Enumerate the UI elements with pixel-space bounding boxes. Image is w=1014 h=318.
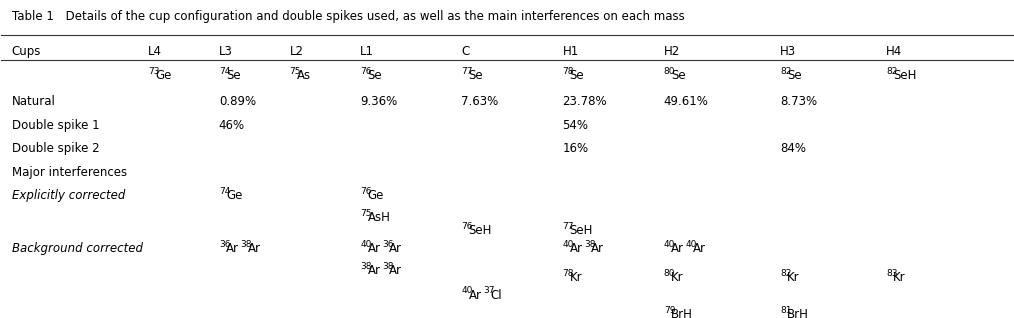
Text: 83: 83 (886, 269, 897, 278)
Text: As: As (297, 69, 310, 82)
Text: H4: H4 (886, 45, 902, 58)
Text: Ar: Ar (671, 242, 683, 255)
Text: AsH: AsH (367, 211, 390, 224)
Text: SeH: SeH (893, 69, 917, 82)
Text: Ar: Ar (591, 242, 604, 255)
Text: Ar: Ar (389, 242, 403, 255)
Text: Background corrected: Background corrected (11, 242, 143, 255)
Text: Natural: Natural (11, 95, 56, 108)
Text: Ge: Ge (367, 189, 384, 202)
Text: Se: Se (570, 69, 584, 82)
Text: Ar: Ar (693, 242, 706, 255)
Text: Ar: Ar (367, 264, 380, 277)
Text: 75: 75 (290, 66, 301, 76)
Text: Table 1 Details of the cup configuration and double spikes used, as well as the : Table 1 Details of the cup configuration… (11, 10, 684, 23)
Text: L2: L2 (290, 45, 303, 58)
Text: 82: 82 (886, 66, 897, 76)
Text: 49.61%: 49.61% (664, 95, 709, 108)
Text: 40: 40 (685, 239, 697, 249)
Text: 76: 76 (461, 222, 473, 231)
Text: Ar: Ar (367, 242, 380, 255)
Text: 82: 82 (780, 66, 791, 76)
Text: 76: 76 (360, 66, 372, 76)
Text: Se: Se (671, 69, 685, 82)
Text: 46%: 46% (219, 119, 245, 132)
Text: 74: 74 (219, 187, 230, 196)
Text: 81: 81 (780, 306, 792, 315)
Text: 75: 75 (360, 209, 372, 218)
Text: 37: 37 (483, 287, 495, 295)
Text: H3: H3 (780, 45, 796, 58)
Text: 7.63%: 7.63% (461, 95, 499, 108)
Text: 76: 76 (360, 187, 372, 196)
Text: Kr: Kr (787, 271, 800, 284)
Text: Ge: Ge (155, 69, 171, 82)
Text: 77: 77 (461, 66, 473, 76)
Text: 38: 38 (584, 239, 596, 249)
Text: 38: 38 (382, 261, 393, 271)
Text: 38: 38 (240, 239, 251, 249)
Text: 54%: 54% (563, 119, 588, 132)
Text: L3: L3 (219, 45, 232, 58)
Text: 40: 40 (664, 239, 675, 249)
Text: BrH: BrH (671, 308, 693, 318)
Text: 82: 82 (780, 269, 791, 278)
Text: H1: H1 (563, 45, 579, 58)
Text: Ar: Ar (570, 242, 583, 255)
Text: Double spike 2: Double spike 2 (11, 142, 99, 155)
Text: L4: L4 (148, 45, 162, 58)
Text: 40: 40 (360, 239, 372, 249)
Text: BrH: BrH (787, 308, 809, 318)
Text: C: C (461, 45, 469, 58)
Text: Ar: Ar (247, 242, 261, 255)
Text: L1: L1 (360, 45, 374, 58)
Text: 38: 38 (360, 261, 372, 271)
Text: Se: Se (468, 69, 484, 82)
Text: 40: 40 (563, 239, 574, 249)
Text: Kr: Kr (893, 271, 906, 284)
Text: SeH: SeH (468, 225, 492, 238)
Text: Se: Se (226, 69, 240, 82)
Text: 78: 78 (563, 66, 574, 76)
Text: Ar: Ar (389, 264, 403, 277)
Text: Ar: Ar (468, 289, 482, 302)
Text: Kr: Kr (570, 271, 582, 284)
Text: 77: 77 (563, 222, 574, 231)
Text: Cups: Cups (11, 45, 41, 58)
Text: SeH: SeH (570, 225, 593, 238)
Text: Ge: Ge (226, 189, 242, 202)
Text: 74: 74 (219, 66, 230, 76)
Text: Major interferences: Major interferences (11, 166, 127, 179)
Text: Double spike 1: Double spike 1 (11, 119, 99, 132)
Text: 84%: 84% (780, 142, 806, 155)
Text: 36: 36 (219, 239, 230, 249)
Text: 16%: 16% (563, 142, 589, 155)
Text: Explicitly corrected: Explicitly corrected (11, 189, 125, 202)
Text: 79: 79 (664, 306, 675, 315)
Text: Kr: Kr (671, 271, 683, 284)
Text: 78: 78 (563, 269, 574, 278)
Text: 0.89%: 0.89% (219, 95, 256, 108)
Text: 73: 73 (148, 66, 159, 76)
Text: Cl: Cl (490, 289, 502, 302)
Text: 23.78%: 23.78% (563, 95, 607, 108)
Text: 40: 40 (461, 287, 473, 295)
Text: 80: 80 (664, 66, 675, 76)
Text: 36: 36 (382, 239, 393, 249)
Text: Se: Se (367, 69, 382, 82)
Text: Ar: Ar (226, 242, 239, 255)
Text: 80: 80 (664, 269, 675, 278)
Text: Se: Se (787, 69, 802, 82)
Text: 9.36%: 9.36% (360, 95, 397, 108)
Text: 8.73%: 8.73% (780, 95, 817, 108)
Text: H2: H2 (664, 45, 680, 58)
